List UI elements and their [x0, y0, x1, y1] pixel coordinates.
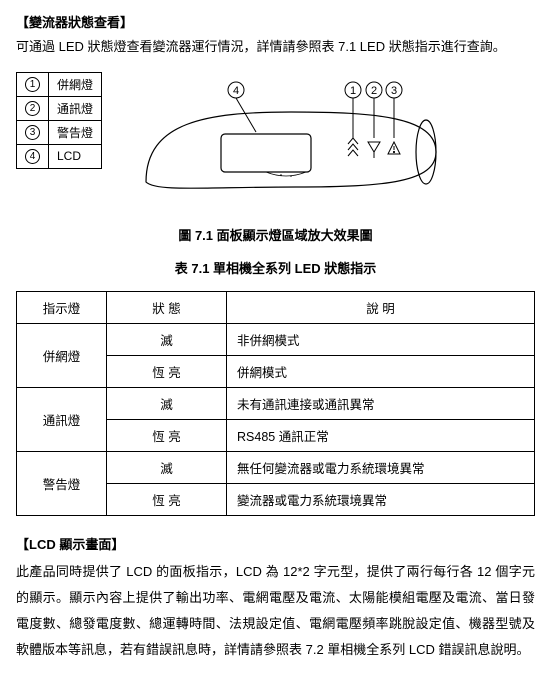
state-cell: 滅 — [107, 323, 227, 355]
callout-4: 4 — [233, 85, 239, 97]
indicator-comm: 通訊燈 — [17, 387, 107, 451]
panel-svg: 4 1 2 3 — [126, 72, 456, 212]
desc-cell: 非併網模式 — [227, 323, 535, 355]
callout-1: 1 — [350, 85, 356, 97]
legend-label-4: LCD — [49, 144, 102, 168]
figure-caption: 圖 7.1 面板顯示燈區域放大效果圖 — [16, 225, 535, 244]
state-cell: 恆 亮 — [107, 355, 227, 387]
callout-3: 3 — [391, 85, 397, 97]
section-heading-lcd: 【LCD 顯示畫面】 — [16, 534, 535, 553]
state-cell: 滅 — [107, 451, 227, 483]
legend-num-3: 3 — [17, 120, 49, 144]
legend-num-4: 4 — [17, 144, 49, 168]
state-cell: 滅 — [107, 387, 227, 419]
legend-table: 1 併網燈 2 通訊燈 3 警告燈 4 LCD — [16, 72, 102, 169]
circle-num-icon: 1 — [25, 77, 40, 92]
status-th-state: 狀 態 — [107, 291, 227, 323]
state-cell: 恆 亮 — [107, 483, 227, 515]
circle-num-icon: 3 — [25, 125, 40, 140]
table-caption: 表 7.1 單相機全系列 LED 狀態指示 — [16, 258, 535, 277]
legend-label-1: 併網燈 — [49, 72, 102, 96]
top-row: 1 併網燈 2 通訊燈 3 警告燈 4 LCD — [16, 72, 535, 215]
legend-label-2: 通訊燈 — [49, 96, 102, 120]
panel-diagram: 4 1 2 3 — [126, 72, 535, 215]
callout-2: 2 — [371, 85, 377, 97]
legend-num-1: 1 — [17, 72, 49, 96]
desc-cell: 變流器或電力系統環境異常 — [227, 483, 535, 515]
indicator-grid: 併網燈 — [17, 323, 107, 387]
legend-num-2: 2 — [17, 96, 49, 120]
circle-num-icon: 2 — [25, 101, 40, 116]
lcd-paragraph: 此產品同時提供了 LCD 的面板指示，LCD 為 12*2 字元型，提供了兩行每… — [16, 559, 535, 663]
status-table: 指示燈 狀 態 說 明 併網燈 滅 非併網模式 恆 亮 併網模式 通訊燈 滅 未… — [16, 291, 535, 516]
circle-num-icon: 4 — [25, 149, 40, 164]
state-cell: 恆 亮 — [107, 419, 227, 451]
status-th-indicator: 指示燈 — [17, 291, 107, 323]
desc-cell: RS485 通訊正常 — [227, 419, 535, 451]
status-th-desc: 說 明 — [227, 291, 535, 323]
section-heading-inverter-status: 【變流器狀態查看】 — [16, 12, 535, 31]
desc-cell: 併網模式 — [227, 355, 535, 387]
legend-label-3: 警告燈 — [49, 120, 102, 144]
intro-paragraph: 可通過 LED 狀態燈查看變流器運行情況，詳情請參照表 7.1 LED 狀態指示… — [16, 37, 535, 58]
desc-cell: 未有通訊連接或通訊異常 — [227, 387, 535, 419]
desc-cell: 無任何變流器或電力系統環境異常 — [227, 451, 535, 483]
indicator-warn: 警告燈 — [17, 451, 107, 515]
